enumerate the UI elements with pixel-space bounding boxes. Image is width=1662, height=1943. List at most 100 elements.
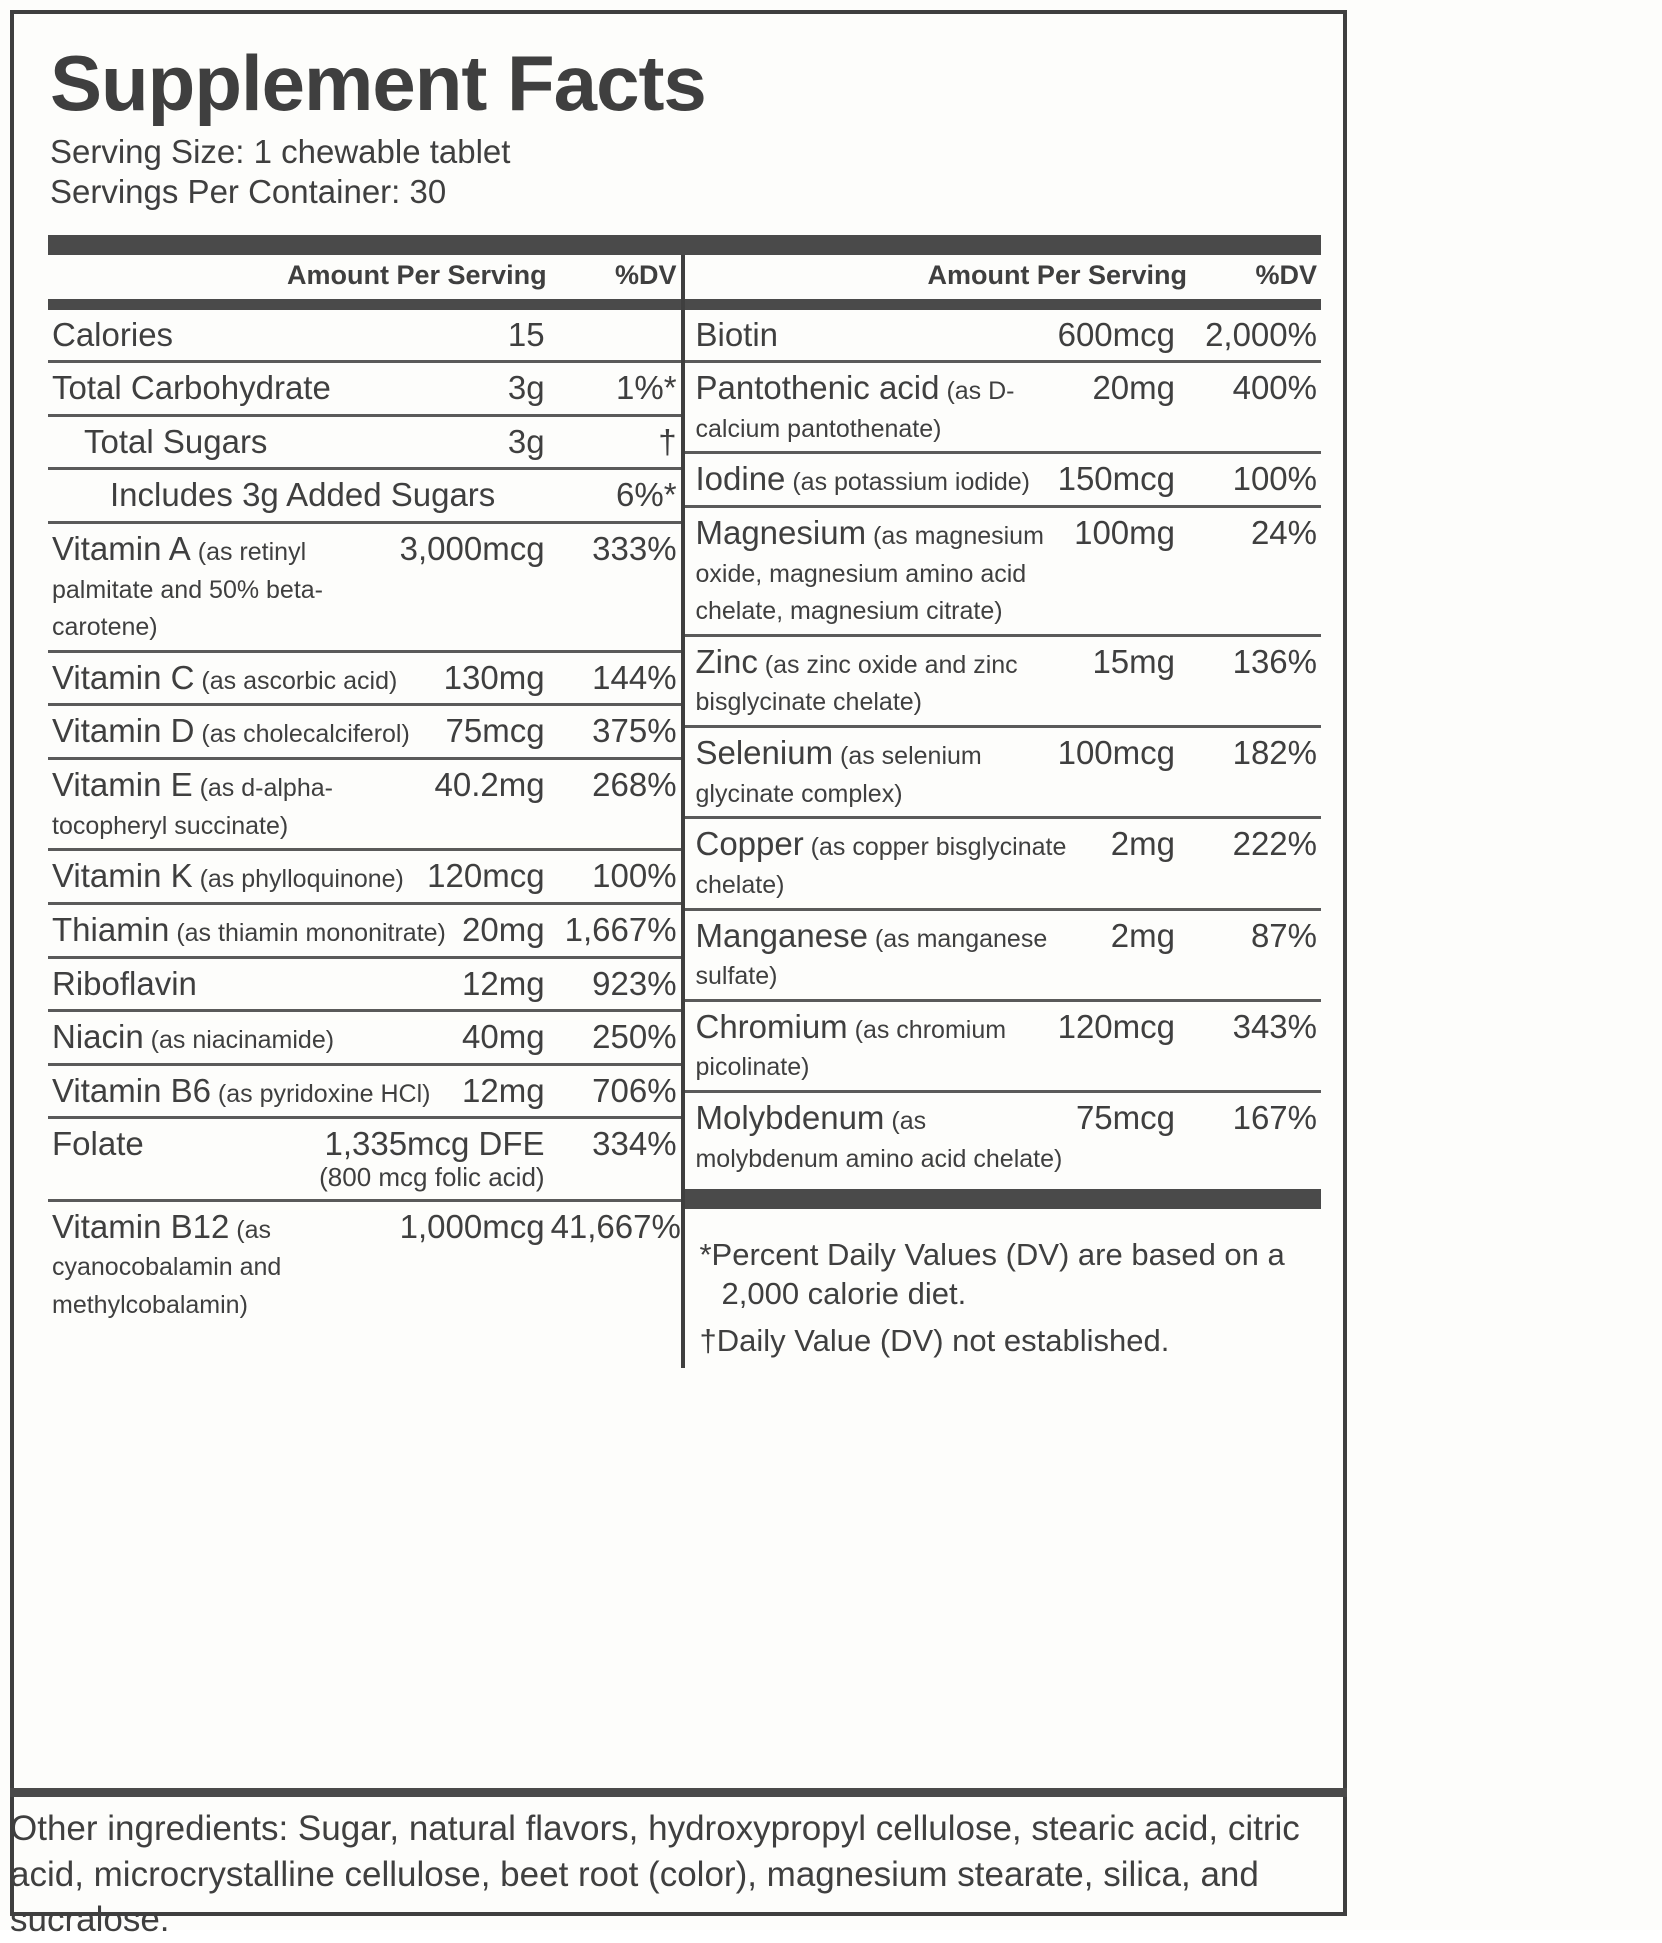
nutrient-amount: 3g <box>507 369 545 407</box>
nutrient-row: Biotin 600mcg 2,000% <box>685 310 1321 364</box>
nutrient-source: (as thiamin mononitrate) <box>169 918 446 947</box>
nutrient-name: Includes 3g Added Sugars <box>110 476 496 514</box>
nutrient-row: Total Sugars 3g † <box>48 417 681 471</box>
nutrient-dv: 268% <box>592 766 677 804</box>
nutrient-source: (as D-calcium pantothenate) <box>695 377 1015 443</box>
nutrient-dv: 24% <box>1250 514 1317 552</box>
nutrient-row: Calories 15 <box>48 310 681 364</box>
nutrient-row: Riboflavin 12mg 923% <box>48 959 681 1013</box>
nutrient-source: (as molybdenum amino acid chelate) <box>695 1106 1063 1173</box>
nutrient-row: Vitamin E (as d-alpha-tocopheryl succina… <box>48 760 681 852</box>
nutrient-amount: 15mg <box>1092 642 1175 680</box>
nutrient-dv: 2,000% <box>1205 315 1317 353</box>
nutrient-amount: 150mcg <box>1057 460 1175 498</box>
other-ingredients-rule <box>10 1788 1347 1797</box>
nutrient-row: Zinc (as zinc oxide and zinc bisglycinat… <box>685 637 1321 729</box>
nutrient-amount: 3g <box>507 422 545 460</box>
nutrient-amount: 100mg <box>1074 514 1175 552</box>
nutrient-name: Biotin <box>695 315 779 353</box>
nutrient-name: Pantothenic acid (as D-calcium pantothen… <box>695 369 1015 443</box>
nutrient-amount: 1,335mcg DFE (800 mcg folic acid) <box>319 1125 545 1192</box>
nutrient-amount: 130mg <box>443 658 545 696</box>
nutrient-row: Vitamin B6 (as pyridoxine HCl) 12mg 706% <box>48 1066 681 1120</box>
nutrient-name: Vitamin B12 (as cyanocobalamin and methy… <box>52 1207 282 1319</box>
nutrient-dv: 182% <box>1232 734 1317 772</box>
footnote-dagger: †Daily Value (DV) not established. <box>699 1323 1170 1359</box>
footnote-percent-dv: *Percent Daily Values (DV) are based on … <box>699 1237 1285 1312</box>
left-amount-per-serving-label: Amount Per Serving <box>287 259 547 290</box>
nutrient-name: Molybdenum (as molybdenum amino acid che… <box>695 1098 1063 1173</box>
right-closing-bar <box>685 1189 1321 1210</box>
nutrient-name: Vitamin E (as d-alpha-tocopheryl succina… <box>52 766 333 840</box>
nutrient-source: (as zinc oxide and zinc bisglycinate che… <box>695 650 1018 717</box>
nutrient-dv: 375% <box>592 712 677 750</box>
nutrient-source: (as phylloquinone) <box>192 865 404 894</box>
nutrient-row: Total Carbohydrate 3g 1%* <box>48 363 681 417</box>
serving-size-text: Serving Size: 1 chewable tablet <box>50 133 511 171</box>
nutrient-row: Includes 3g Added Sugars 6%* <box>48 470 681 525</box>
nutrient-source: (as d-alpha-tocopheryl succinate) <box>52 774 333 840</box>
right-rows-container: Biotin 600mcg 2,000% Pantothenic acid (as D… <box>685 310 1321 1182</box>
nutrient-row: Vitamin K (as phylloquinone) 120mcg 100% <box>48 851 681 905</box>
right-nutrient-column: Amount Per Serving %DV Biotin 600mcg 2,000… <box>685 255 1321 1369</box>
nutrient-name: Chromium (as chromium picolinate) <box>695 1007 1007 1082</box>
nutrient-dv: 100% <box>592 857 677 895</box>
nutrient-name: Niacin (as niacinamide) <box>52 1018 335 1056</box>
nutrient-amount: 3,000mcg <box>399 530 545 568</box>
nutrient-source: (as retinyl palmitate and 50% beta-carot… <box>52 538 324 642</box>
nutrient-row: Niacin (as niacinamide) 40mg 250% <box>48 1012 681 1066</box>
nutrient-row: Iodine (as potassium iodide) 150mcg 100% <box>685 454 1321 509</box>
nutrient-amount: 20mg <box>462 910 545 948</box>
nutrient-source: (as manganese sulfate) <box>695 924 1048 991</box>
nutrient-name: Copper (as copper bisglycinate chelate) <box>695 825 1067 899</box>
nutrient-amount-note: (800 mcg folic acid) <box>319 1161 545 1192</box>
nutrient-amount: 20mg <box>1092 369 1175 407</box>
nutrient-row: Vitamin C (as ascorbic acid) 130mg 144% <box>48 653 681 707</box>
nutrient-dv: 250% <box>592 1018 677 1056</box>
nutrient-amount: 120mcg <box>427 857 545 895</box>
nutrient-row: Folate 1,335mcg DFE (800 mcg folic acid) 33… <box>48 1119 681 1202</box>
nutrient-dv: 706% <box>592 1071 677 1109</box>
nutrient-name: Iodine (as potassium iodide) <box>695 460 1030 498</box>
nutrient-columns: Amount Per Serving %DV Calories 15 Total C… <box>48 254 1321 1369</box>
left-nutrient-column: Amount Per Serving %DV Calories 15 Total C… <box>48 255 681 1369</box>
nutrient-row: Magnesium (as magnesium oxide, magnesium… <box>685 508 1321 637</box>
column-divider <box>680 254 686 1369</box>
nutrient-row: Vitamin B12 (as cyanocobalamin and methy… <box>48 1202 681 1328</box>
nutrient-name: Selenium (as selenium glycinate complex) <box>695 734 982 808</box>
nutrient-row: Molybdenum (as molybdenum amino acid che… <box>685 1093 1321 1181</box>
nutrient-dv: 87% <box>1250 916 1317 954</box>
nutrient-dv: 41,667% <box>550 1207 681 1245</box>
servings-per-container-text: Servings Per Container: 30 <box>50 173 447 211</box>
nutrient-name: Calories <box>52 315 174 353</box>
nutrient-name: Vitamin A (as retinyl palmitate and 50% … <box>52 530 324 642</box>
page-title: Supplement Facts <box>50 39 707 127</box>
right-amount-per-serving-label: Amount Per Serving <box>927 259 1187 290</box>
nutrient-source: (as chromium picolinate) <box>695 1015 1007 1082</box>
nutrient-source: (as cyanocobalamin and methylcobalamin) <box>52 1215 282 1319</box>
nutrient-row: Copper (as copper bisglycinate chelate) 2… <box>685 819 1321 911</box>
nutrient-source: (as cholecalciferol) <box>194 720 410 749</box>
nutrient-amount: 12mg <box>462 1071 545 1109</box>
nutrient-name: Vitamin D (as cholecalciferol) <box>52 712 410 750</box>
left-column-header: Amount Per Serving %DV <box>48 255 681 299</box>
nutrient-row: Thiamin (as thiamin mononitrate) 20mg 1,66… <box>48 905 681 959</box>
footnotes: *Percent Daily Values (DV) are based on … <box>685 1209 1321 1360</box>
nutrient-dv: 334% <box>592 1125 677 1163</box>
nutrient-name: Vitamin K (as phylloquinone) <box>52 857 404 895</box>
nutrient-amount: 40mg <box>462 1018 545 1056</box>
left-header-rule <box>48 298 681 310</box>
nutrient-dv: 400% <box>1232 369 1317 407</box>
nutrient-dv: 100% <box>1232 460 1317 498</box>
nutrient-row: Selenium (as selenium glycinate complex)… <box>685 728 1321 820</box>
nutrient-source: (as niacinamide) <box>143 1026 335 1055</box>
right-column-header: Amount Per Serving %DV <box>685 255 1321 299</box>
left-dv-label: %DV <box>615 259 677 290</box>
nutrient-source: (as copper bisglycinate chelate) <box>695 833 1067 899</box>
nutrient-amount: 100mcg <box>1057 734 1175 772</box>
nutrient-dv: 167% <box>1232 1098 1317 1136</box>
nutrient-row: Pantothenic acid (as D-calcium pantothen… <box>685 363 1321 455</box>
nutrient-amount: 40.2mg <box>434 766 545 804</box>
nutrient-dv: 1%* <box>616 369 677 407</box>
right-header-rule <box>685 298 1321 310</box>
